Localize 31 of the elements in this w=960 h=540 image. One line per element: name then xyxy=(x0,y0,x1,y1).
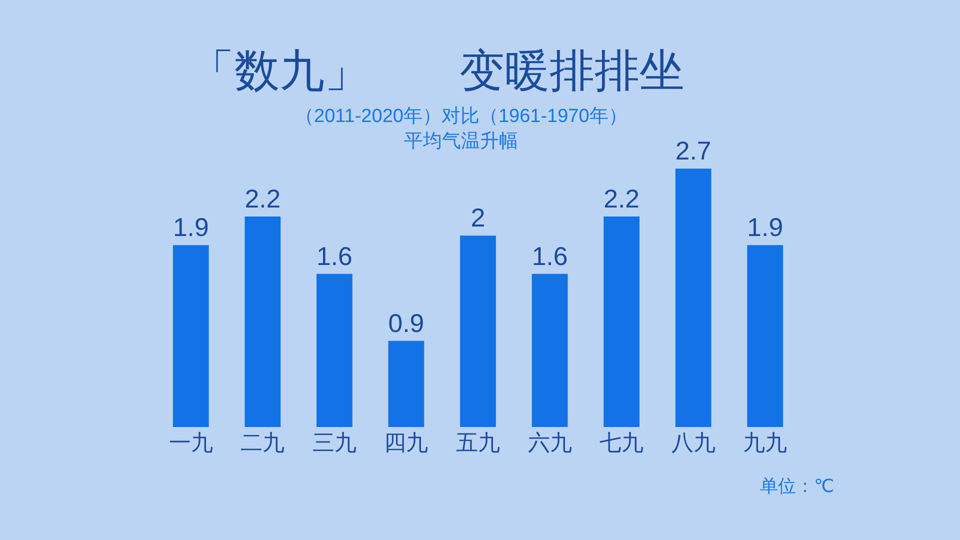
data-label: 1.6 xyxy=(532,242,568,271)
data-label: 2 xyxy=(470,202,486,233)
bar xyxy=(675,168,712,427)
chart-subtitle: （2011-2020年）对比（1961-1970年） xyxy=(295,106,628,127)
x-tick-label: 九九 xyxy=(743,430,788,455)
data-label: 2.2 xyxy=(244,185,281,214)
bar xyxy=(532,274,568,427)
bar xyxy=(172,245,209,427)
x-tick-label: 七九 xyxy=(600,430,644,455)
data-label: 0.9 xyxy=(388,310,424,338)
chart-title: 「数九」 变暖排排坐 xyxy=(190,44,684,96)
bar xyxy=(316,274,352,427)
x-tick-label: 五九 xyxy=(456,430,500,455)
x-tick-label: 一九 xyxy=(168,430,213,455)
bar xyxy=(604,216,640,427)
data-label: 1.9 xyxy=(172,214,209,242)
x-tick-label: 八九 xyxy=(671,430,716,455)
bar xyxy=(460,236,496,427)
x-tick-label: 二九 xyxy=(240,430,285,455)
text: 单位：℃ xyxy=(760,476,834,496)
data-label: 2.7 xyxy=(675,138,712,166)
data-label: 1.6 xyxy=(316,242,352,271)
data-label: 2.2 xyxy=(604,185,640,214)
x-tick-label: 三九 xyxy=(312,430,356,455)
text: 平均气温升幅 xyxy=(404,131,518,152)
data-label: 1.9 xyxy=(747,214,784,242)
x-tick-label: 六九 xyxy=(528,430,572,455)
bar xyxy=(747,245,784,427)
bar xyxy=(244,216,281,427)
x-tick-label: 四九 xyxy=(384,430,428,455)
bar xyxy=(388,340,424,427)
